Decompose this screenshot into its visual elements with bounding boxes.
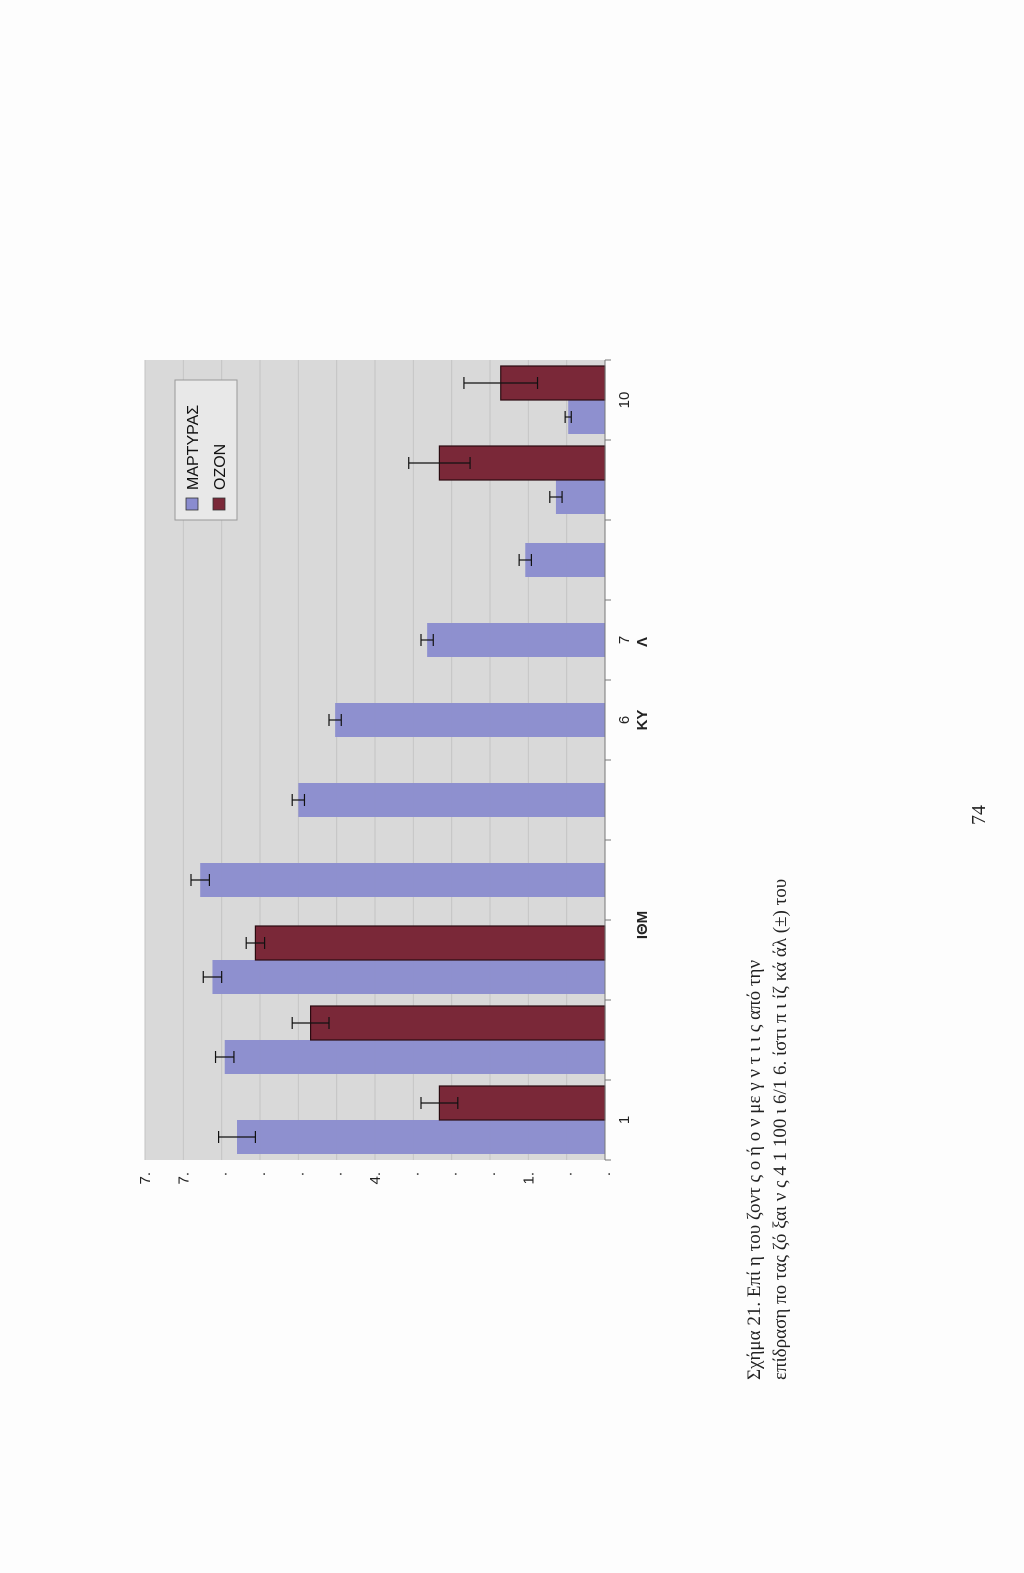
bar-ozon [254,925,606,961]
caption-line-1: Σχήμα 21. Επί η του ζοντ ς ο ή ο ν με γ … [744,960,765,1380]
x-ticks-group: 1 6 7 10 [605,359,633,1161]
bar-martyras [298,783,605,817]
bar-martyras [525,543,605,577]
bars-group [200,365,606,1154]
bar-martyras [200,863,605,897]
legend-box [174,379,238,521]
y-tick-label: . [252,1172,269,1176]
error-bars-group [190,377,572,1143]
x-axis-label-fragment: ΙΘΜ [634,911,651,939]
caption-line-2: επίδραση πο τας ζό ξαι ν ς 4 1 100 ι 6/1… [770,879,791,1380]
bar-martyras [224,1040,605,1074]
y-ticks-group: 7. 7..... 4.... 1... [137,1172,614,1185]
bar-martyras [568,400,606,434]
y-tick-label: . [482,1172,499,1176]
y-tick-label: . [559,1172,576,1176]
y-tick-label: . [405,1172,422,1176]
rotated-bar-chart: 1 6 7 10 7. 7..... 4.... 1... ΙΘΜ ΚΥ Λ ΜΑΡΤΥΡΑ… [137,359,651,1185]
bar-ozon [438,1085,606,1121]
legend-swatch-martyras [185,497,199,511]
x-tick-label: 6 [616,716,633,724]
bar-martyras [427,623,605,657]
bar-ozon [310,1005,606,1041]
legend-label-ozon: ΟΖΟΝ [212,444,229,490]
y-tick-label: . [329,1172,346,1176]
x-tick-label: 10 [616,392,633,409]
x-axis-label-fragment: ΚΥ [634,710,651,731]
y-tick-label: . [214,1172,231,1176]
figure-caption: Σχήμα 21. Επί η του ζοντ ς ο ή ο ν με γ … [744,879,791,1380]
y-tick-label: 4. [367,1172,384,1185]
bar-martyras [555,480,605,514]
x-tick-label: 7 [616,636,633,644]
legend-label-martyras: ΜΑΡΤΥΡΑΣ [185,405,202,490]
x-tick-label: 1 [616,1116,633,1124]
page-number: 74 [968,805,990,825]
bar-martyras [335,703,605,737]
y-tick-label: . [597,1172,614,1176]
y-tick-label: 1. [520,1172,537,1185]
y-tick-label: . [290,1172,307,1176]
bar-martyras [237,1120,605,1154]
bar-martyras [212,960,605,994]
y-tick-label: . [444,1172,461,1176]
x-axis-label-fragment: Λ [634,637,651,647]
legend: ΜΑΡΤΥΡΑΣ ΟΖΟΝ [174,379,238,521]
y-tick-label: 7. [175,1172,192,1185]
y-tick-label: 7. [137,1172,154,1185]
legend-swatch-ozon [212,497,226,511]
